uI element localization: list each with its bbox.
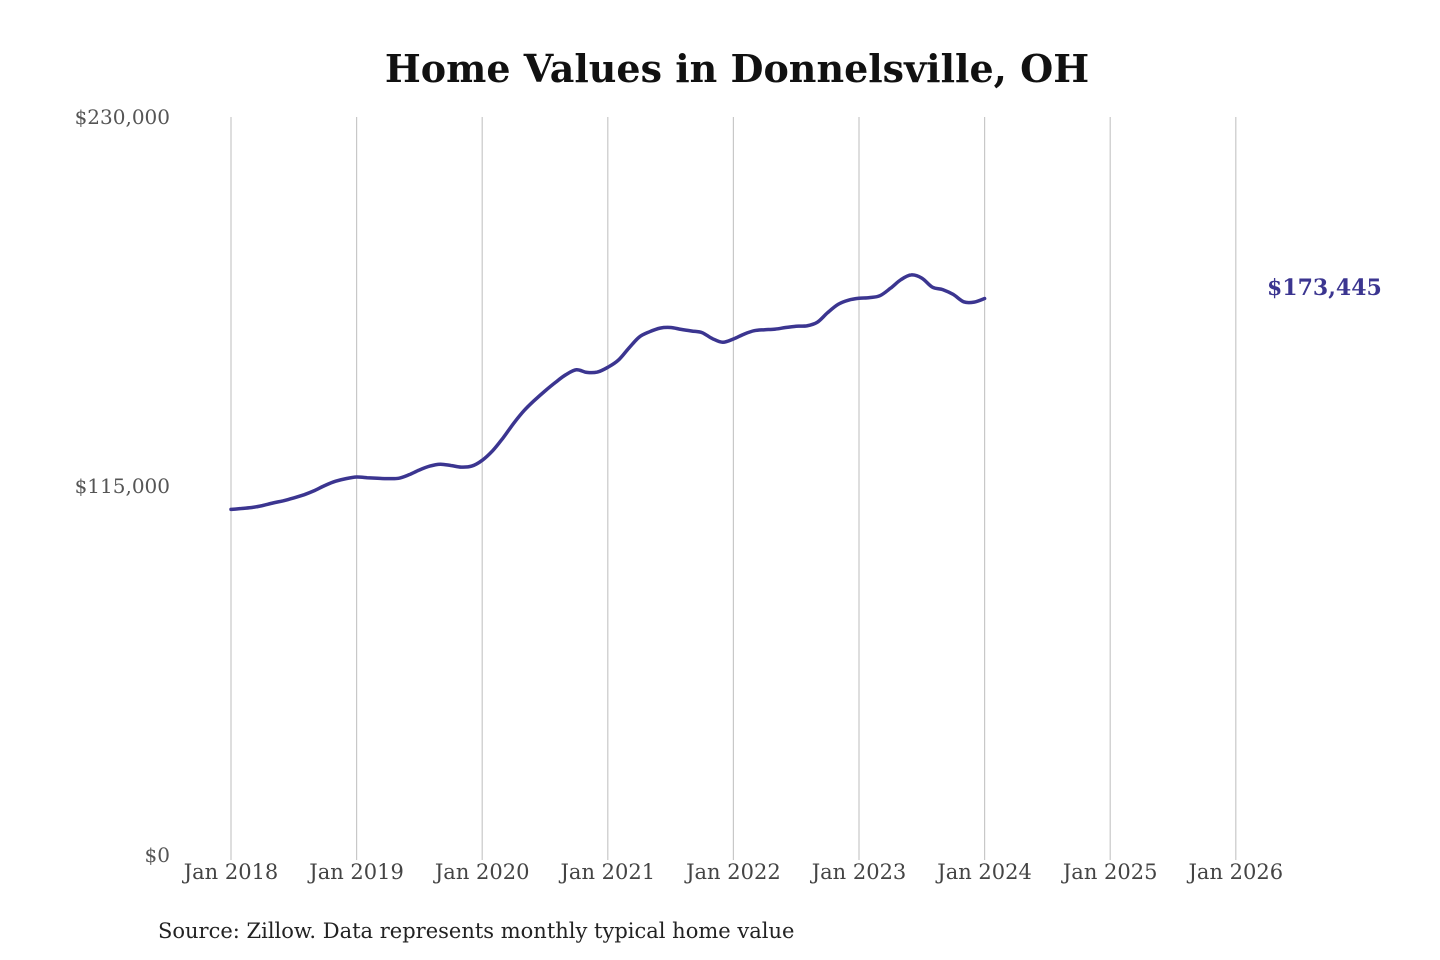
y-tick-label-230000: $230,000 xyxy=(75,105,170,129)
x-tick-label-2022: Jan 2022 xyxy=(684,860,781,884)
y-tick-label-115000: $115,000 xyxy=(75,474,170,498)
x-tick-label-2021: Jan 2021 xyxy=(559,860,656,884)
x-tick-label-2019: Jan 2019 xyxy=(307,860,404,884)
x-tick-label-2025: Jan 2025 xyxy=(1061,860,1158,884)
x-tick-label-2020: Jan 2020 xyxy=(433,860,530,884)
grid-lines xyxy=(230,117,1237,860)
end-value-label: $173,445 xyxy=(1267,275,1382,301)
y-tick-label-0: $0 xyxy=(145,843,170,867)
x-tick-label-2018: Jan 2018 xyxy=(182,860,279,884)
x-tick-label-2026: Jan 2026 xyxy=(1187,860,1284,884)
plot-area xyxy=(229,273,987,512)
x-axis: Jan 2018 Jan 2019 Jan 2020 Jan 2021 Jan 2022… xyxy=(182,860,1283,884)
source-note: Source: Zillow. Data represents monthly … xyxy=(158,919,794,943)
y-axis: $0 $115,000 $230,000 xyxy=(75,105,170,867)
chart-title: Home Values in Donnelsville, OH xyxy=(385,46,1089,91)
x-tick-label-2024: Jan 2024 xyxy=(935,860,1032,884)
series-line xyxy=(229,273,987,512)
x-tick-label-2023: Jan 2023 xyxy=(810,860,907,884)
